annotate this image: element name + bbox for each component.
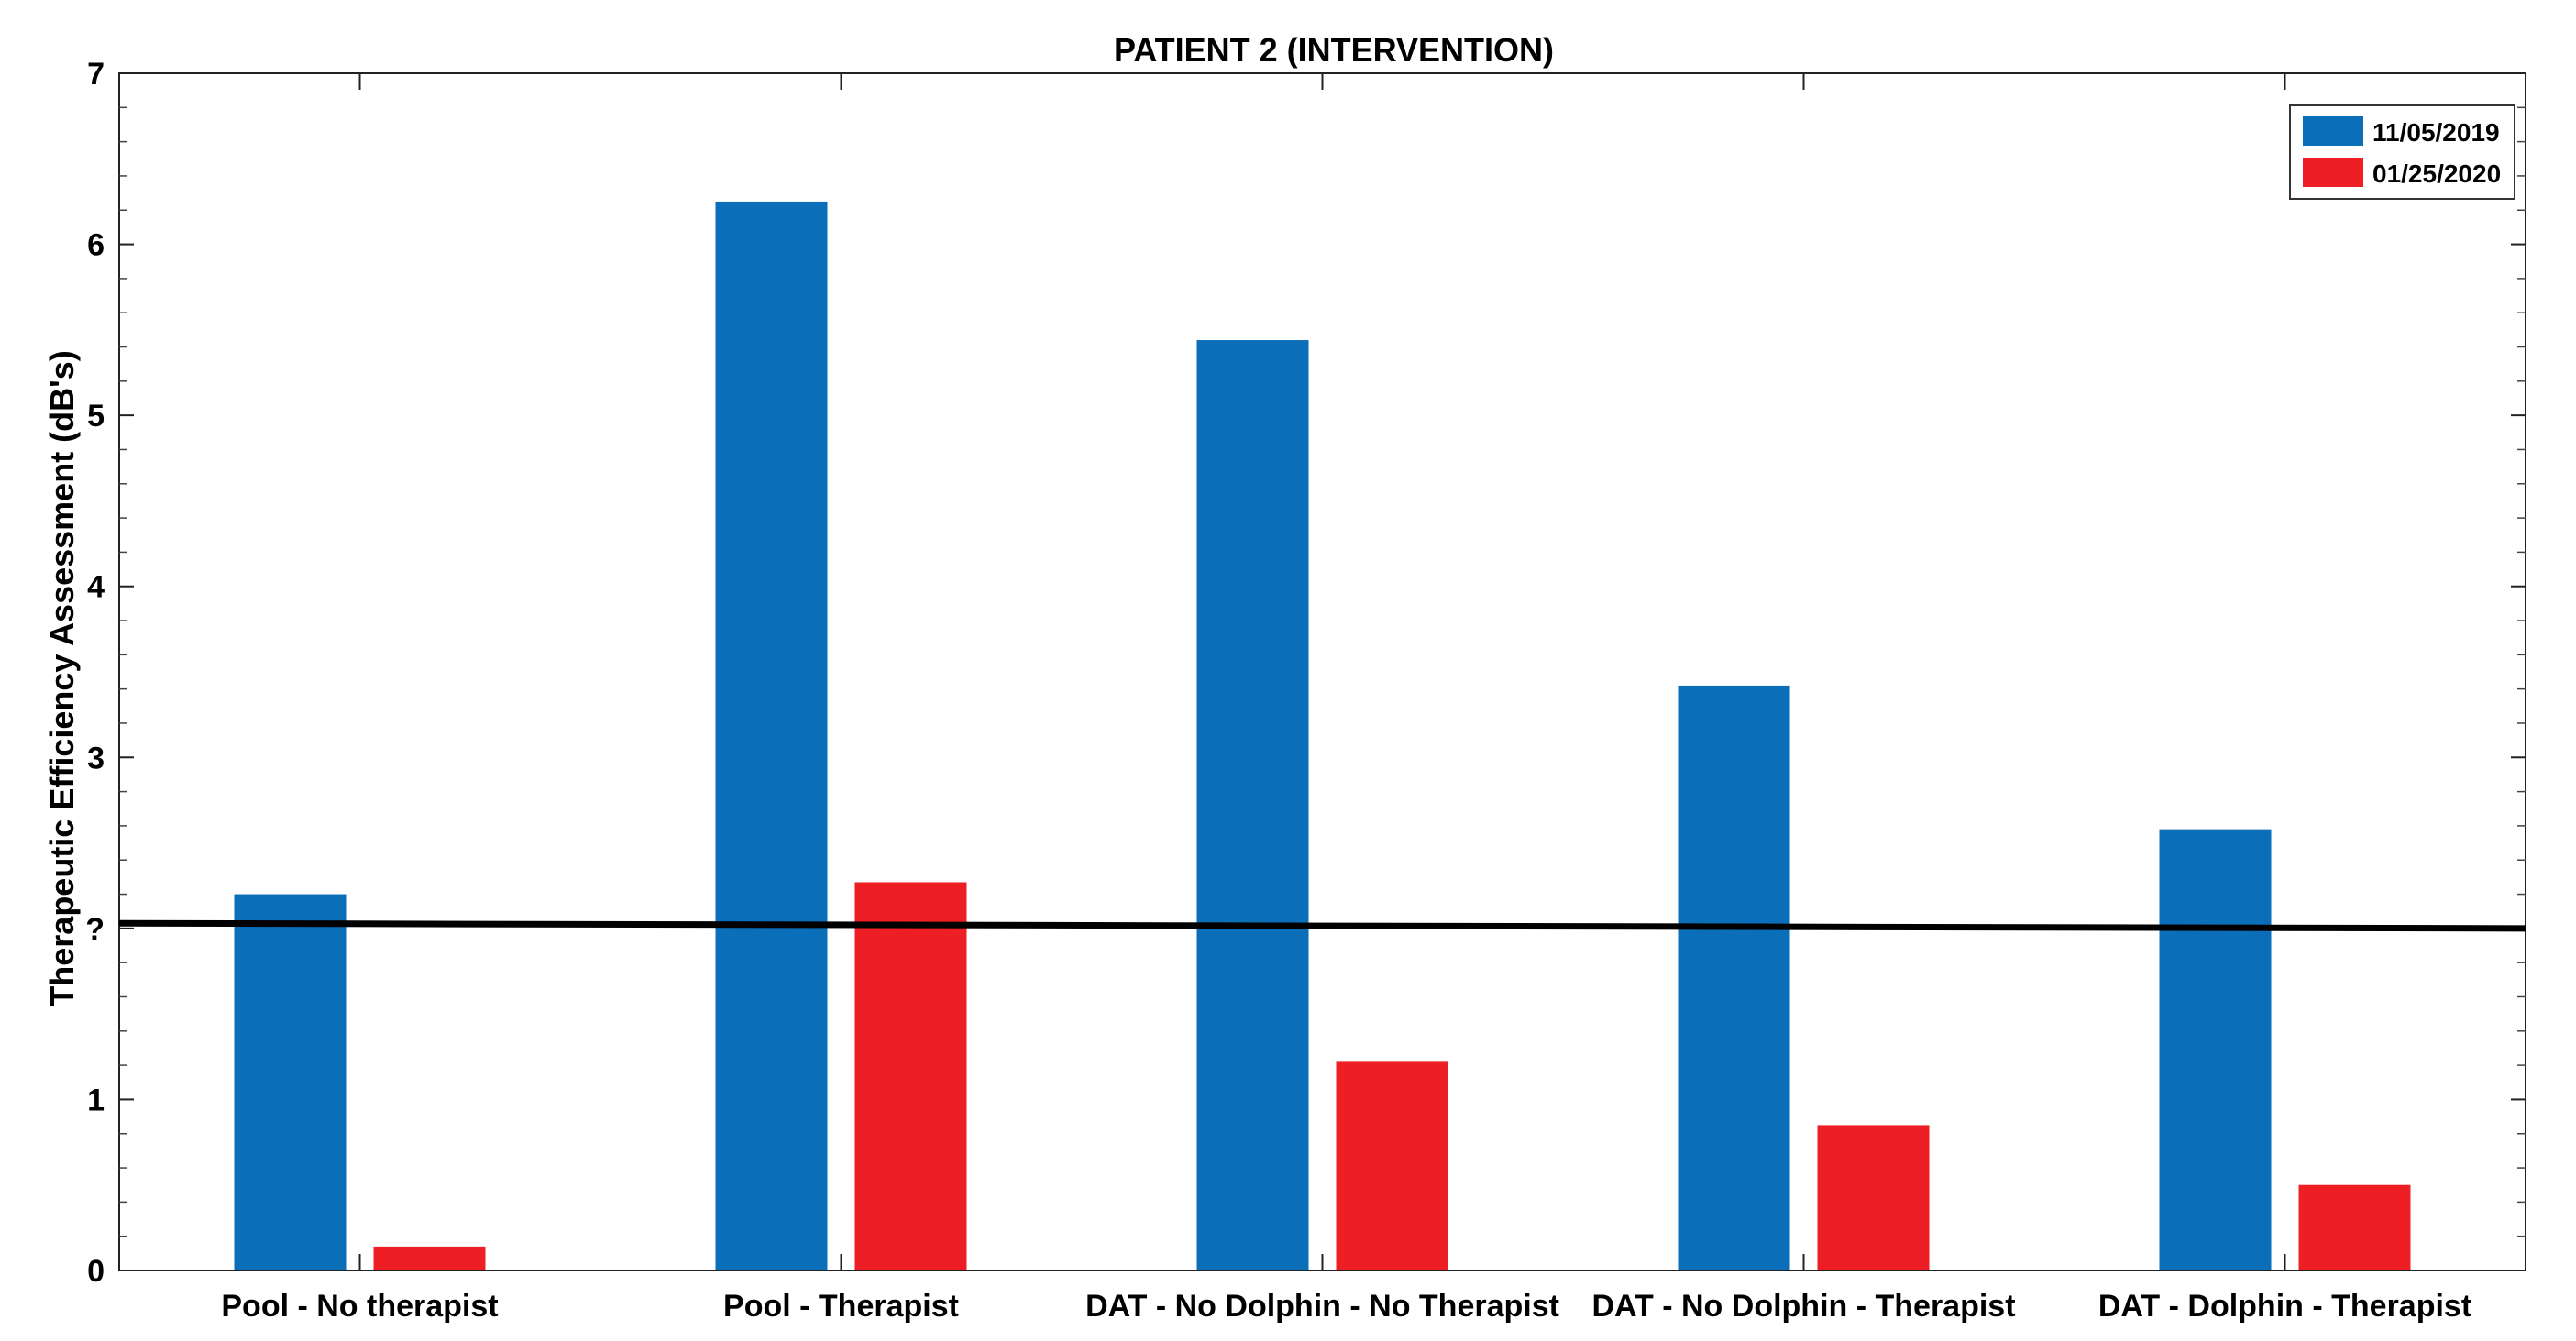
- x-tick-label: Pool - No therapist: [221, 1289, 498, 1324]
- bar-series1-1: [715, 201, 828, 1270]
- bar-series1-2: [1196, 340, 1309, 1271]
- bar-series2-4: [2298, 1184, 2411, 1270]
- y-tick-label: 4: [87, 570, 105, 605]
- legend-swatch: [2303, 116, 2363, 146]
- y-tick-label: 6: [87, 228, 105, 263]
- bar-series2-0: [373, 1246, 486, 1270]
- x-tick-label: DAT - Dolphin - Therapist: [2098, 1289, 2471, 1324]
- x-tick-label: Pool - Therapist: [723, 1289, 959, 1324]
- legend-label: 01/25/2020: [2372, 159, 2501, 188]
- bar-series1-4: [2159, 829, 2272, 1270]
- y-axis-ticks: 0 1? 3 4 5 6 7: [85, 57, 2526, 1289]
- y-tick-label: 0: [87, 1254, 105, 1289]
- bar-series2-2: [1336, 1061, 1448, 1270]
- reference-line: [118, 919, 2526, 932]
- x-tick-label: DAT - No Dolphin - No Therapist: [1085, 1289, 1559, 1324]
- legend-swatch: [2303, 158, 2363, 187]
- legend: 11/05/2019 01/25/2020: [2289, 104, 2515, 200]
- y-tick-label: 1: [87, 1083, 105, 1117]
- bar-series2-3: [1817, 1125, 1930, 1270]
- bar-series1-0: [234, 894, 347, 1270]
- chart-title: PATIENT 2 (INTERVENTION): [1114, 31, 1554, 69]
- bars: [234, 201, 2411, 1271]
- y-axis-label: Therapeutic Efficiency Assessment (dB's): [43, 350, 81, 1006]
- x-axis-ticks: Pool - No therapist Pool - Therapist DAT -…: [221, 73, 2471, 1324]
- y-tick-label: 7: [87, 57, 105, 92]
- y-tick-label: 3: [87, 741, 105, 775]
- bar-series2-1: [854, 882, 967, 1270]
- y-tick-label: ?: [85, 912, 105, 947]
- legend-label: 11/05/2019: [2372, 118, 2500, 147]
- x-tick-label: DAT - No Dolphin - Therapist: [1591, 1289, 2015, 1324]
- y-tick-label: 5: [87, 399, 105, 434]
- bar-series1-3: [1678, 685, 1790, 1270]
